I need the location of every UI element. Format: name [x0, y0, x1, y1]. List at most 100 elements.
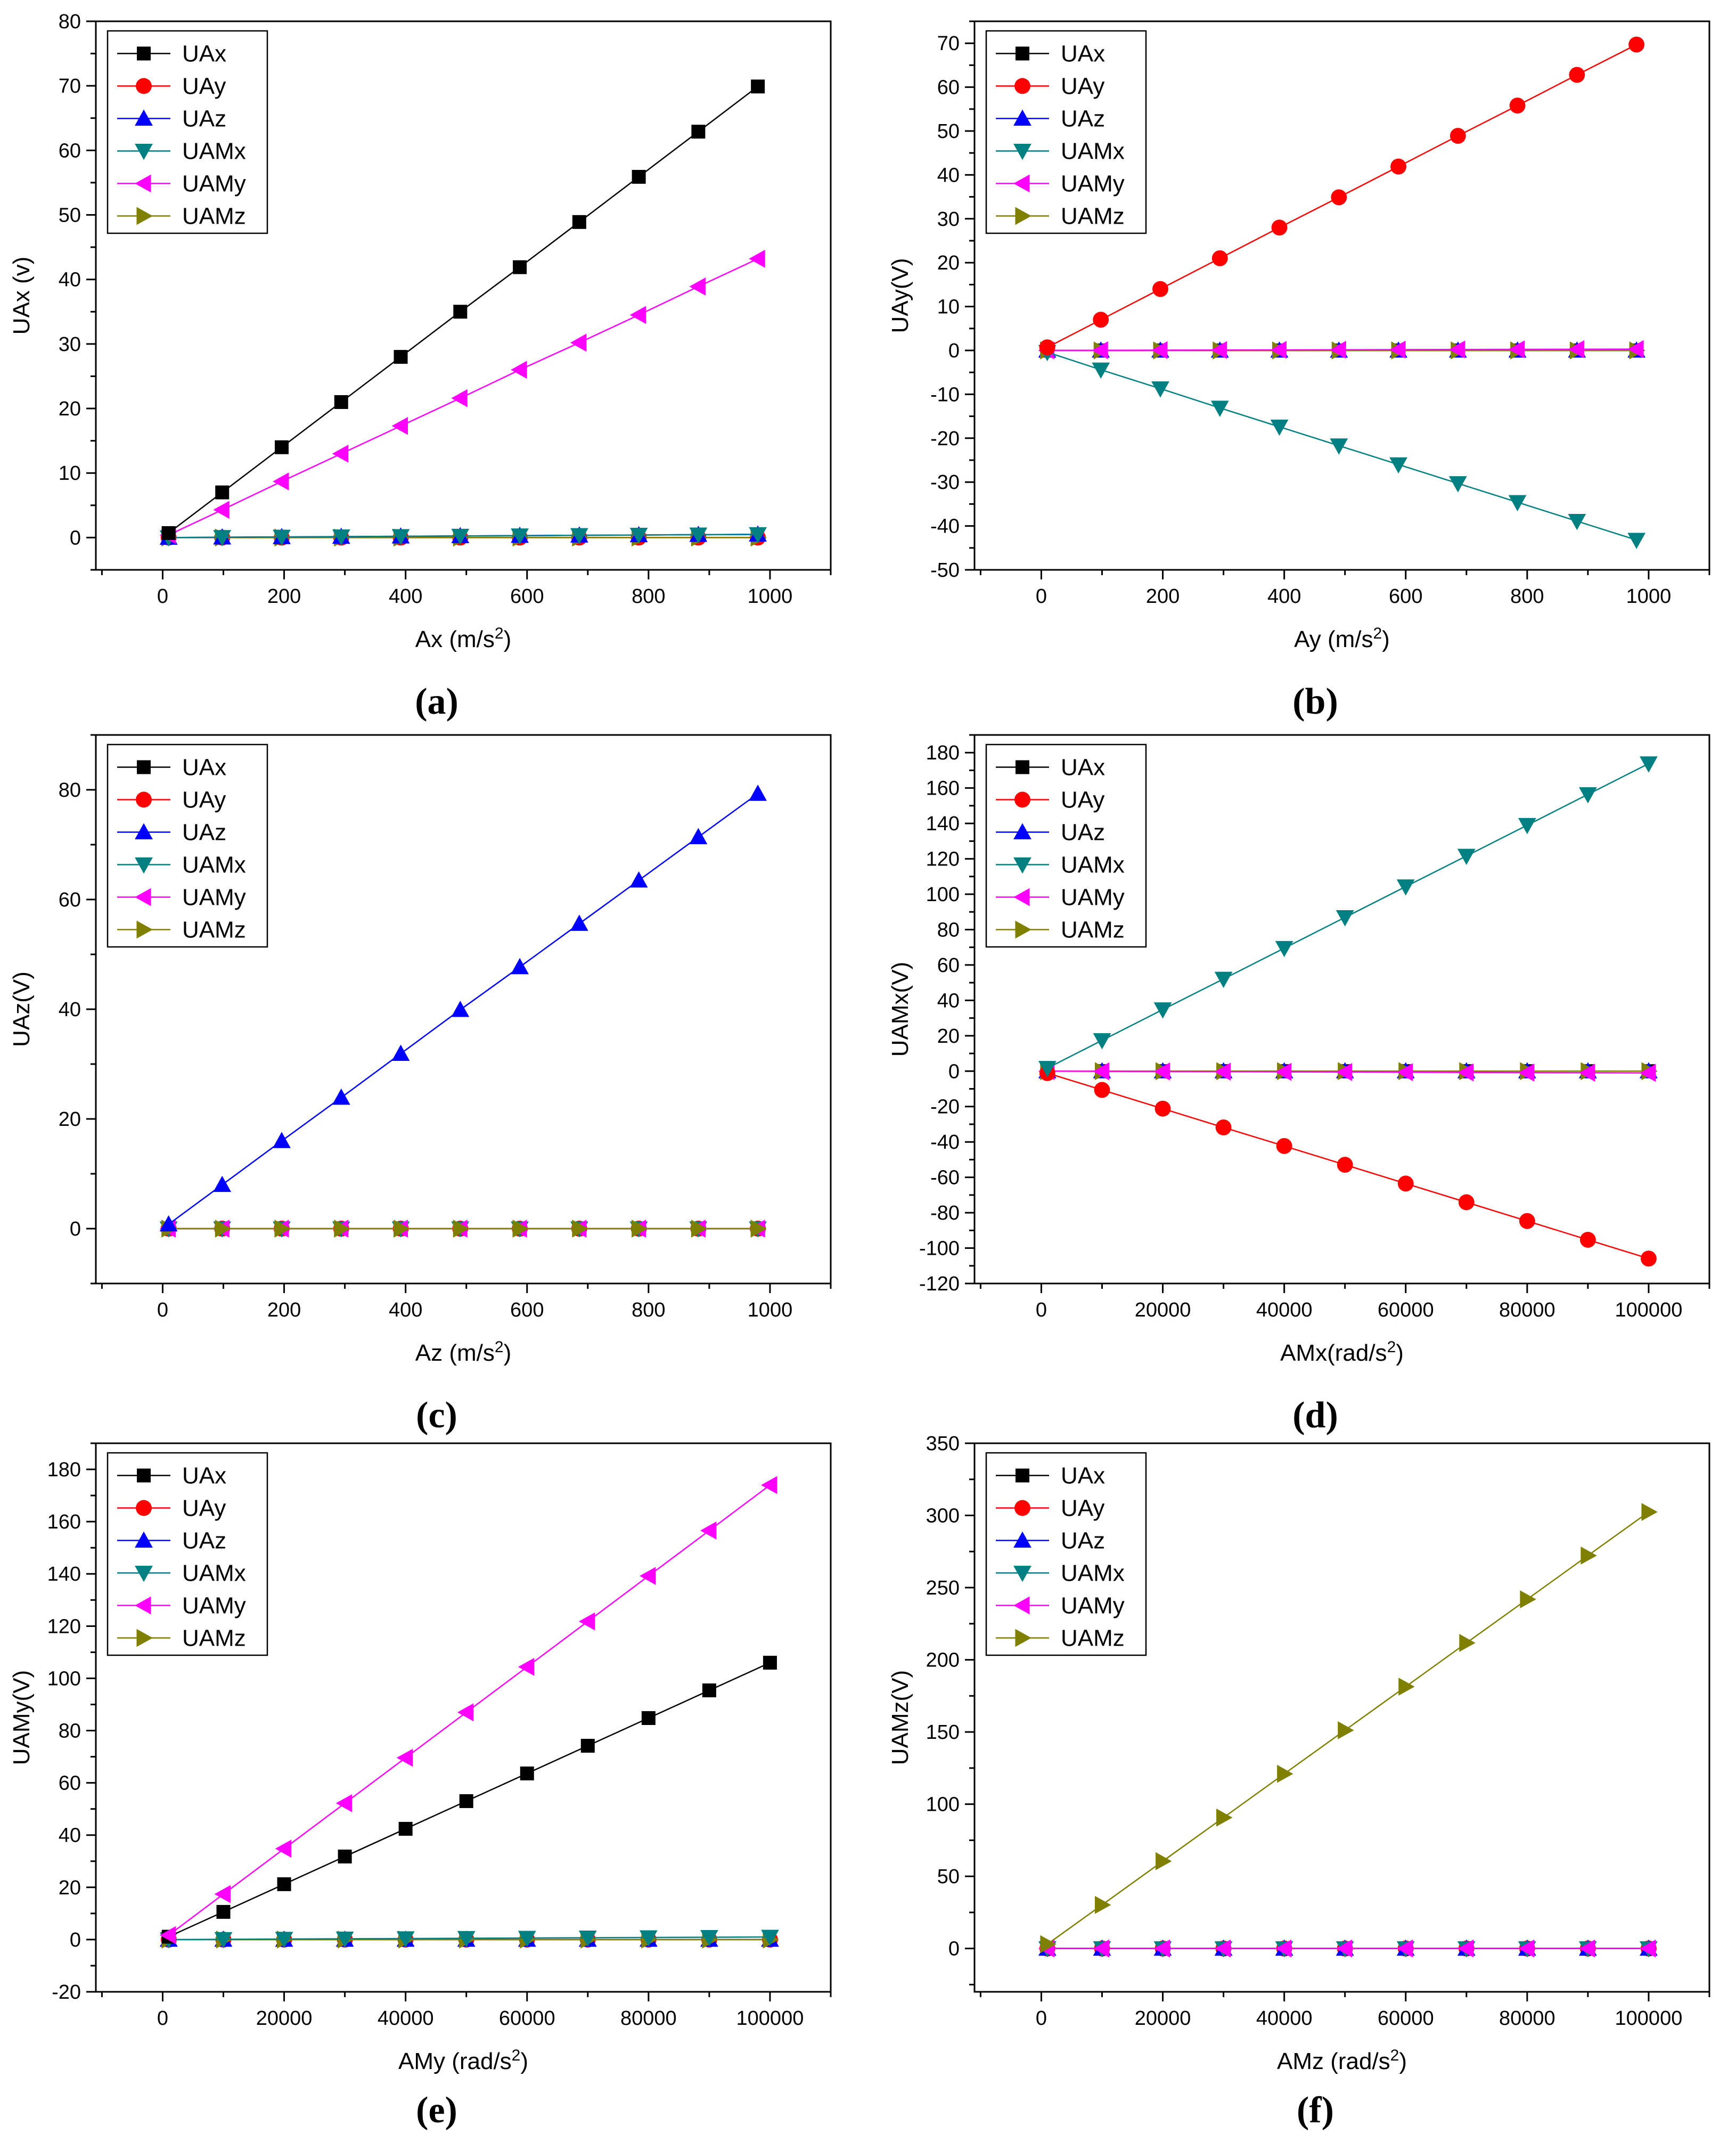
legend-label: UAz	[182, 820, 226, 846]
data-point	[1338, 1721, 1354, 1739]
data-point	[277, 1877, 291, 1891]
data-point	[451, 389, 468, 407]
y-tick-label: 80	[59, 1720, 81, 1743]
data-point	[1457, 1939, 1474, 1958]
y-tick-label: 50	[937, 120, 960, 143]
y-tick-label: 60	[59, 889, 81, 911]
legend-label: UAx	[182, 755, 226, 781]
x-axis-title: Az (m/s2)	[415, 1338, 511, 1366]
x-tick-label: 200	[1146, 585, 1180, 608]
data-point	[335, 1794, 353, 1812]
legend-box	[107, 30, 268, 234]
data-point	[1448, 476, 1467, 493]
data-point	[1569, 67, 1585, 83]
y-tick-label: 140	[926, 813, 960, 835]
data-point	[1508, 340, 1525, 358]
data-point	[1520, 1590, 1536, 1608]
data-point	[457, 1931, 476, 1948]
legend-marker	[136, 920, 153, 939]
y-tick-label: 60	[59, 140, 81, 162]
data-point	[213, 501, 230, 519]
y-tick-label: 100	[926, 1794, 960, 1816]
x-axis-title: Ax (m/s2)	[415, 625, 511, 652]
series-UAMx	[1038, 756, 1658, 1077]
data-point	[1154, 1100, 1171, 1117]
chart-panel-c: 0 200 400 600 800 1000 0 20 40 60 80 Az (m/s2) UAz(V…	[9, 734, 832, 1436]
legend-marker	[137, 760, 151, 774]
legend-label: UAMz	[182, 203, 246, 230]
x-tick-label: 100000	[1615, 1299, 1683, 1321]
data-point	[213, 1175, 232, 1192]
data-point	[702, 1683, 716, 1697]
y-tick-label: 100	[47, 1667, 81, 1690]
legend-marker	[1013, 823, 1031, 840]
data-point	[1459, 1633, 1476, 1652]
data-point	[1093, 312, 1109, 328]
data-point	[1093, 1033, 1111, 1050]
data-point	[1627, 340, 1644, 358]
y-tick-label: 40	[937, 990, 960, 1012]
legend-label: UAx	[1061, 755, 1105, 781]
data-point	[511, 361, 527, 379]
data-point	[1092, 341, 1108, 359]
y-tick-label: -20	[930, 428, 960, 450]
data-point	[275, 1839, 292, 1858]
data-point	[453, 1220, 470, 1238]
panel-label: (e)	[416, 2090, 457, 2131]
y-tick-label: 160	[47, 1511, 81, 1533]
data-point	[1458, 1194, 1475, 1211]
data-point	[749, 784, 767, 801]
legend-marker	[1013, 857, 1031, 874]
legend-label: UAMz	[182, 917, 246, 943]
y-tick-label: 40	[937, 164, 960, 186]
x-axis-title: AMz (rad/s2)	[1277, 2047, 1407, 2074]
data-point	[1336, 1939, 1353, 1958]
legend-marker	[136, 791, 152, 808]
x-tick-label: 60000	[499, 2007, 555, 2030]
data-point	[1275, 1939, 1292, 1958]
data-point	[334, 395, 348, 409]
data-point	[453, 305, 468, 319]
data-point	[1270, 419, 1289, 436]
data-point	[632, 1220, 648, 1238]
chart-panel-b: 0 200 400 600 800 1000 -50 -40 -30 -20 -10 0 10 20 30 4…	[887, 20, 1710, 722]
legend-label: UAMy	[182, 1593, 246, 1619]
y-tick-label: 160	[926, 778, 960, 800]
data-point	[1337, 1157, 1353, 1173]
y-tick-label: 70	[937, 32, 960, 55]
data-point	[1276, 1138, 1292, 1154]
legend-box	[985, 30, 1147, 234]
chart-panel-e: 0 20000 40000 60000 80000 100000 -20 0 20 40 60 80 1…	[9, 1442, 832, 2131]
legend-label: UAMy	[182, 171, 246, 197]
y-tick-label: 30	[937, 208, 960, 231]
series-UAMz	[1040, 1503, 1658, 1953]
legend-label: UAx	[182, 1463, 226, 1489]
series-UAMy	[1038, 1939, 1656, 1958]
legend-box	[107, 743, 268, 948]
data-point	[1094, 1895, 1111, 1914]
data-point	[1151, 381, 1169, 398]
data-point	[749, 527, 767, 544]
y-tick-label: 80	[59, 11, 81, 33]
x-tick-label: 800	[1510, 585, 1544, 608]
panel-label: (a)	[415, 681, 458, 722]
data-point	[1518, 1939, 1535, 1958]
data-point	[518, 1657, 535, 1676]
x-tick-label: 1000	[748, 1299, 793, 1321]
legend: UAx UAy UAz UAMx UAMy UAMz	[985, 743, 1147, 948]
chart-panel-d: 0 20000 40000 60000 80000 100000 -120 -100 -80 -6…	[887, 734, 1710, 1436]
data-point	[396, 1931, 415, 1948]
data-point	[159, 1215, 178, 1232]
data-point	[689, 527, 708, 544]
data-point	[1568, 340, 1584, 358]
data-point	[1579, 1939, 1595, 1958]
legend-marker	[1015, 207, 1031, 225]
legend-marker	[1013, 174, 1030, 193]
y-tick-label: 60	[937, 954, 960, 977]
y-tick-label: 30	[59, 333, 81, 356]
data-point	[1215, 1119, 1232, 1135]
legend-label: UAz	[182, 106, 226, 132]
legend-label: UAMx	[1061, 852, 1125, 878]
legend-label: UAz	[1061, 1528, 1105, 1554]
legend-label: UAx	[1061, 41, 1105, 67]
